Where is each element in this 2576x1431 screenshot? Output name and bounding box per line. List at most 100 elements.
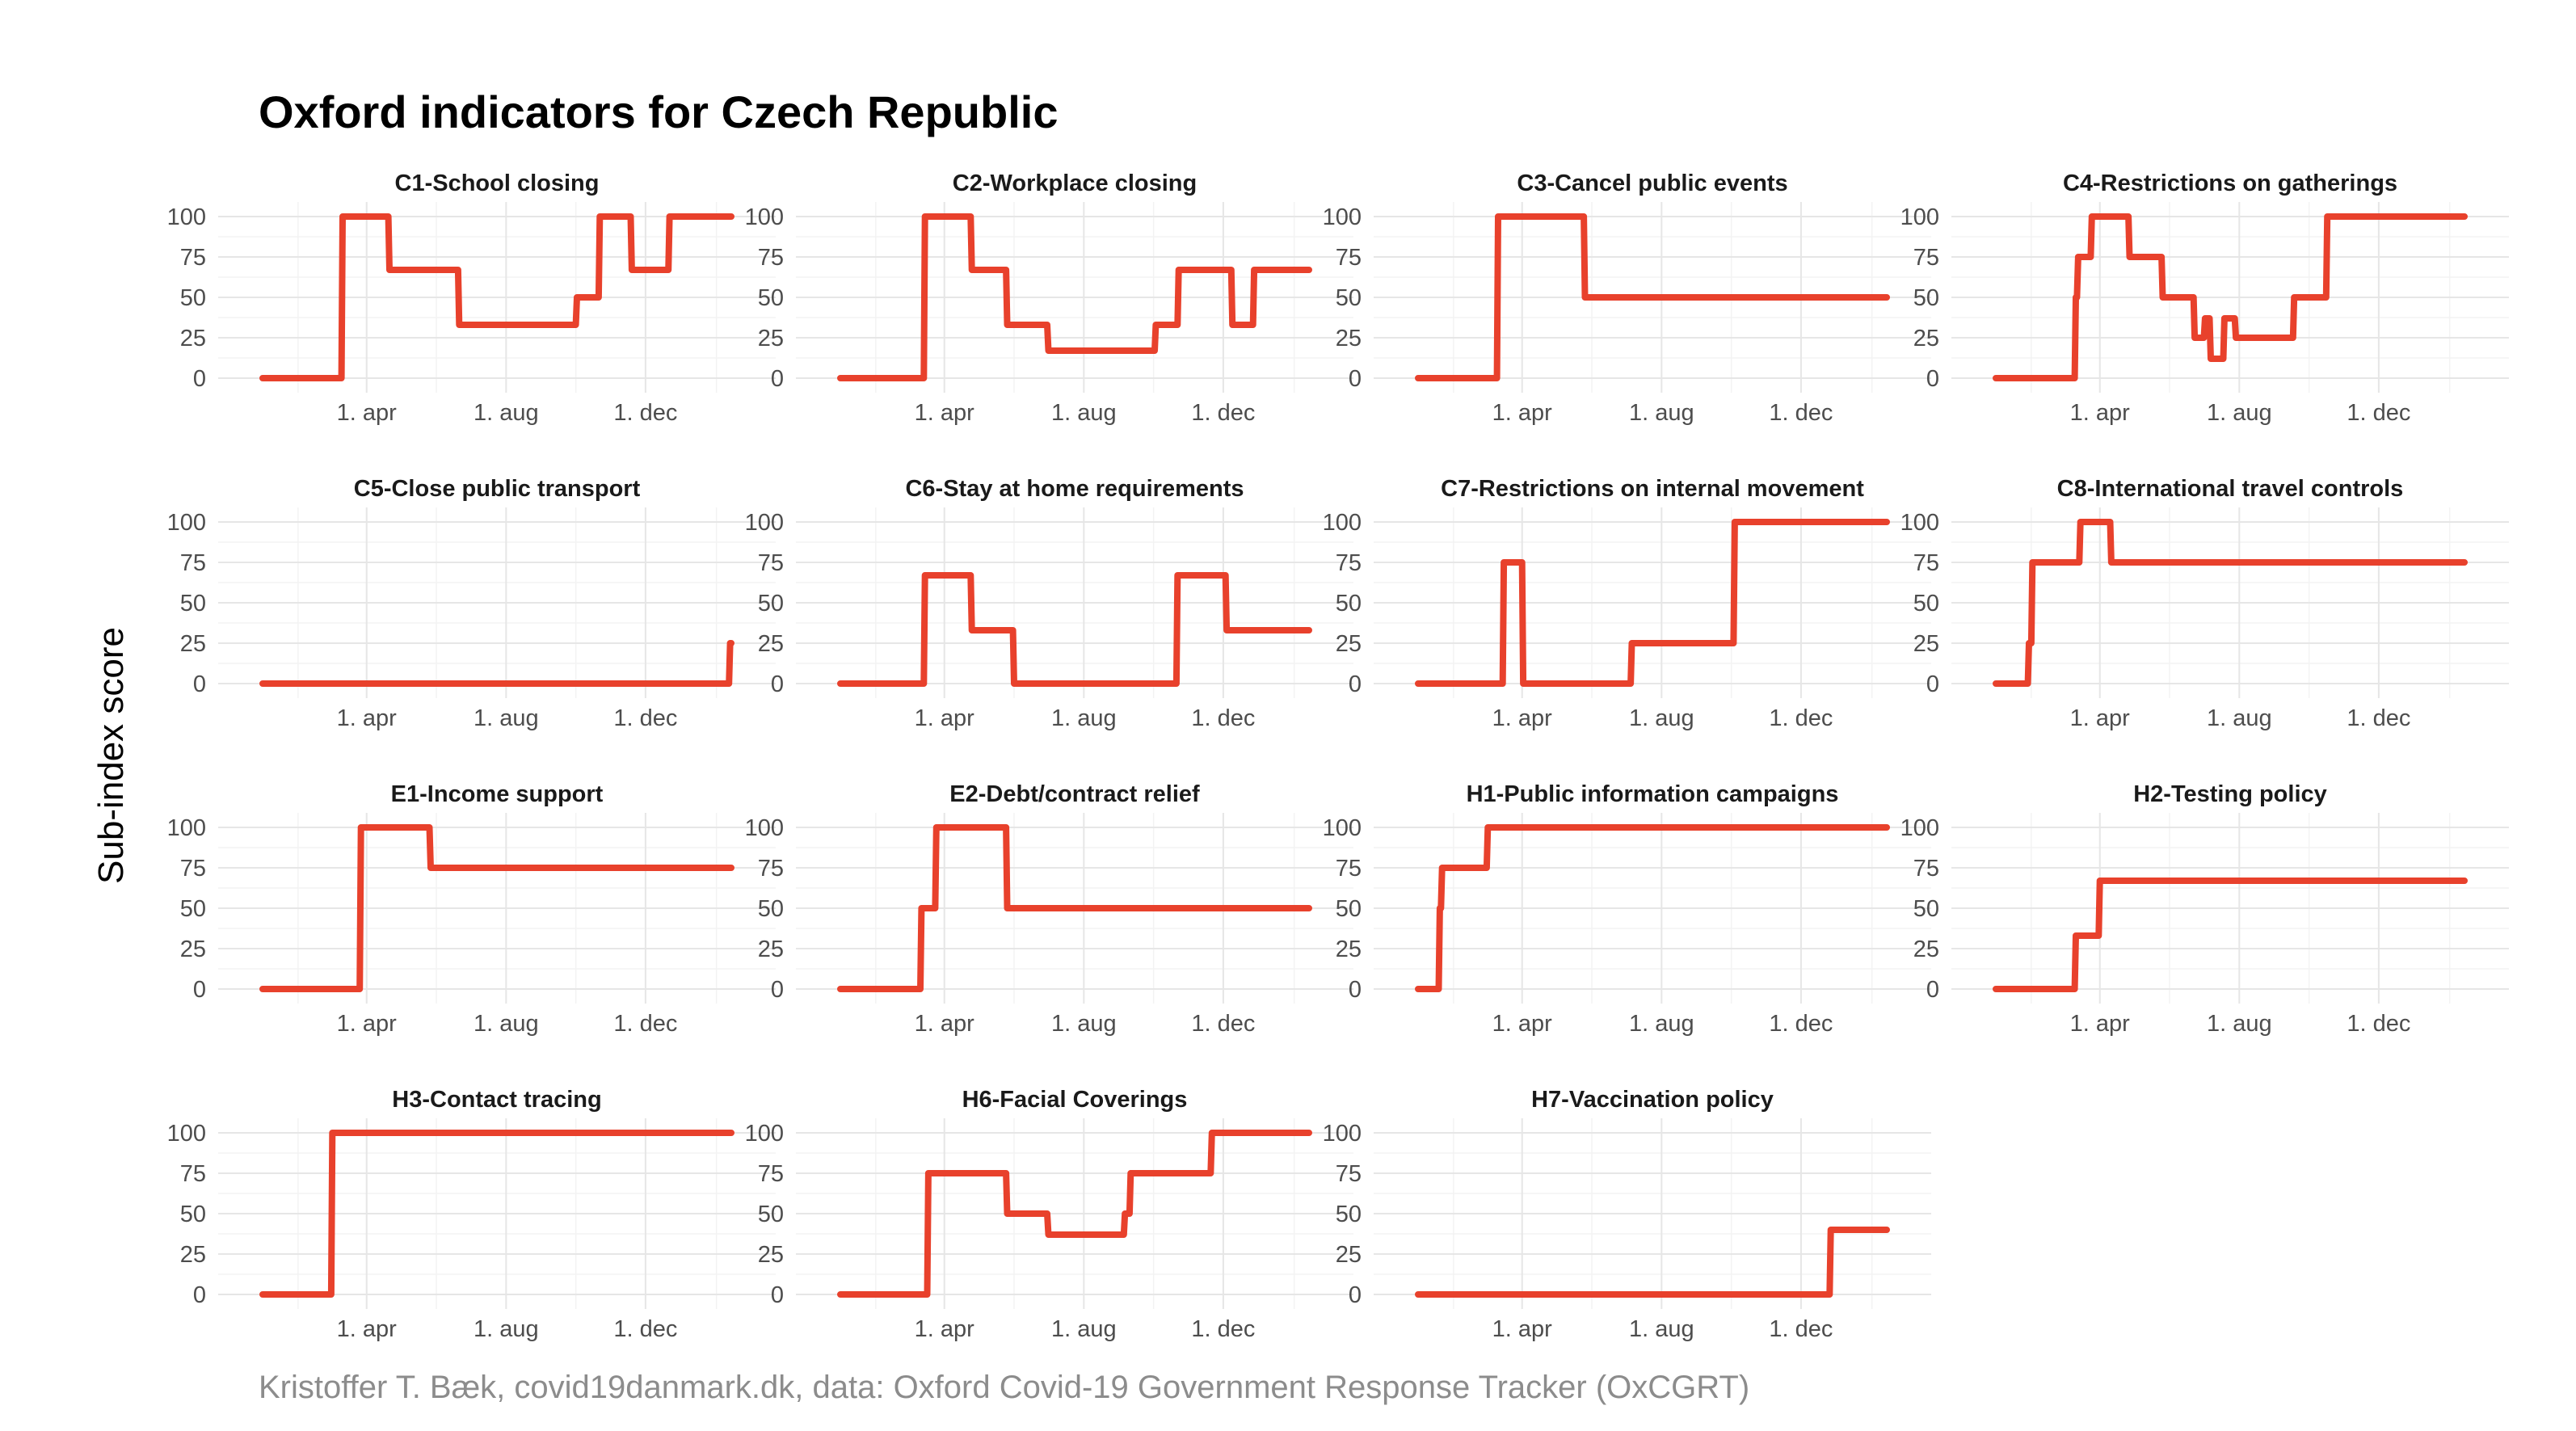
y-tick-label: 0 bbox=[771, 977, 784, 1003]
y-tick-label: 100 bbox=[167, 204, 206, 230]
x-tick-label: 1. apr bbox=[1492, 1011, 1552, 1037]
y-tick-label: 100 bbox=[745, 1121, 784, 1147]
facet-title: H6-Facial Coverings bbox=[962, 1087, 1188, 1113]
series-line bbox=[259, 1130, 734, 1298]
y-tick-label: 0 bbox=[1926, 366, 1939, 392]
x-tick-label: 1. aug bbox=[1629, 1316, 1694, 1342]
y-tick-label: 100 bbox=[1323, 815, 1362, 841]
facet-panel: 0 25 50 75 100 1. apr 1. dec 1. aug C5-Close pub… bbox=[167, 476, 776, 731]
series-line bbox=[1415, 213, 1890, 381]
y-tick-label: 50 bbox=[1336, 591, 1362, 617]
x-tick-label: 1. dec bbox=[1769, 1316, 1833, 1342]
y-tick-label: 75 bbox=[180, 245, 206, 271]
y-tick-label: 0 bbox=[771, 1282, 784, 1308]
facet-panel: 0 25 50 75 100 1. apr 1. aug 1. dec C2-Workplace… bbox=[745, 170, 1353, 426]
x-tick-label: 1. aug bbox=[2207, 1011, 2272, 1037]
y-tick-label: 0 bbox=[1349, 671, 1362, 697]
y-tick-label: 75 bbox=[758, 1161, 784, 1187]
facet-panel: 0 25 50 75 100 1. apr 1. aug 1. dec E1-Income su… bbox=[167, 781, 776, 1037]
facet-panel: 0 25 50 75 100 1. apr 1. aug 1. dec C1-School cl… bbox=[167, 170, 776, 426]
y-tick-label: 100 bbox=[167, 1121, 206, 1147]
y-tick-label: 0 bbox=[1926, 671, 1939, 697]
y-tick-label: 25 bbox=[180, 326, 206, 351]
facet-panel: 0 25 50 75 100 1. apr 1. aug 1. dec H3-Contact t… bbox=[167, 1087, 776, 1342]
series-line bbox=[1415, 519, 1890, 687]
y-tick-label: 75 bbox=[1336, 550, 1362, 576]
x-tick-label: 1. aug bbox=[1629, 705, 1694, 731]
y-tick-label: 0 bbox=[771, 366, 784, 392]
y-tick-label: 100 bbox=[167, 815, 206, 841]
y-tick-label: 75 bbox=[758, 245, 784, 271]
facet-panel: 0 25 50 75 100 1. apr 1. aug 1. dec C4-Restricti… bbox=[1900, 170, 2509, 426]
series-line bbox=[837, 1130, 1312, 1298]
y-tick-label: 25 bbox=[180, 631, 206, 657]
x-tick-label: 1. aug bbox=[474, 705, 539, 731]
y-tick-label: 25 bbox=[1336, 326, 1362, 351]
y-tick-label: 25 bbox=[1913, 326, 1939, 351]
x-tick-label: 1. aug bbox=[474, 1011, 539, 1037]
y-tick-label: 50 bbox=[758, 591, 784, 617]
facet-panel: 0 25 50 75 100 1. apr 1. aug 1. dec C6-Stay at h… bbox=[745, 476, 1353, 731]
y-tick-label: 0 bbox=[193, 671, 206, 697]
x-tick-label: 1. aug bbox=[2207, 705, 2272, 731]
x-tick-label: 1. aug bbox=[1051, 400, 1117, 426]
x-tick-label: 1. dec bbox=[1191, 400, 1255, 426]
facet-panel: 0 25 50 75 100 1. apr 1. aug 1. dec H6-Facial Co… bbox=[745, 1087, 1353, 1342]
y-tick-label: 50 bbox=[180, 285, 206, 311]
y-tick-label: 75 bbox=[180, 550, 206, 576]
x-tick-label: 1. aug bbox=[474, 400, 539, 426]
x-tick-label: 1. dec bbox=[613, 705, 677, 731]
y-tick-label: 75 bbox=[1913, 245, 1939, 271]
x-tick-label: 1. apr bbox=[337, 1011, 397, 1037]
x-tick-label: 1. dec bbox=[1191, 705, 1255, 731]
y-tick-label: 0 bbox=[1349, 977, 1362, 1003]
y-tick-label: 0 bbox=[193, 977, 206, 1003]
facet-title: C1-School closing bbox=[395, 170, 600, 196]
facet-title: C5-Close public transport bbox=[354, 476, 641, 502]
series-line bbox=[259, 640, 734, 687]
y-tick-label: 75 bbox=[1336, 245, 1362, 271]
y-tick-label: 50 bbox=[758, 1202, 784, 1227]
y-tick-label: 0 bbox=[193, 366, 206, 392]
chart-title: Oxford indicators for Czech Republic bbox=[259, 86, 1058, 137]
y-tick-label: 100 bbox=[167, 510, 206, 536]
series-line bbox=[1415, 1227, 1890, 1298]
x-tick-label: 1. aug bbox=[474, 1316, 539, 1342]
y-tick-label: 25 bbox=[180, 1242, 206, 1268]
series-line bbox=[837, 213, 1312, 381]
y-tick-label: 75 bbox=[1913, 856, 1939, 882]
y-tick-label: 25 bbox=[1336, 631, 1362, 657]
y-tick-label: 75 bbox=[180, 1161, 206, 1187]
facet-title: H7-Vaccination policy bbox=[1531, 1087, 1774, 1113]
facet-title: H1-Public information campaigns bbox=[1467, 781, 1839, 807]
y-tick-label: 50 bbox=[180, 1202, 206, 1227]
y-tick-label: 50 bbox=[758, 896, 784, 922]
x-tick-label: 1. dec bbox=[2347, 1011, 2410, 1037]
x-tick-label: 1. apr bbox=[337, 705, 397, 731]
y-tick-label: 50 bbox=[758, 285, 784, 311]
facet-title: E2-Debt/contract relief bbox=[949, 781, 1200, 807]
chart-caption: Kristoffer T. Bæk, covid19danmark.dk, da… bbox=[259, 1370, 1749, 1405]
y-tick-label: 25 bbox=[758, 1242, 784, 1268]
y-tick-label: 50 bbox=[1336, 285, 1362, 311]
y-tick-label: 100 bbox=[745, 815, 784, 841]
x-tick-label: 1. apr bbox=[915, 1011, 974, 1037]
x-tick-label: 1. dec bbox=[1191, 1011, 1255, 1037]
y-tick-label: 50 bbox=[180, 896, 206, 922]
y-tick-label: 100 bbox=[745, 510, 784, 536]
y-tick-label: 50 bbox=[1913, 285, 1939, 311]
x-tick-label: 1. apr bbox=[1492, 1316, 1552, 1342]
facet-panel: 0 25 50 75 100 1. apr 1. aug 1. dec C3-Cancel pu… bbox=[1323, 170, 1931, 426]
series-line bbox=[837, 572, 1312, 687]
y-tick-label: 100 bbox=[1900, 815, 1939, 841]
y-tick-label: 75 bbox=[758, 550, 784, 576]
x-tick-label: 1. dec bbox=[613, 400, 677, 426]
series-line bbox=[837, 824, 1312, 992]
y-tick-label: 75 bbox=[1913, 550, 1939, 576]
x-tick-label: 1. dec bbox=[613, 1011, 677, 1037]
x-tick-label: 1. aug bbox=[1629, 1011, 1694, 1037]
y-tick-label: 25 bbox=[1336, 936, 1362, 962]
x-tick-label: 1. dec bbox=[1769, 1011, 1833, 1037]
y-tick-label: 0 bbox=[1926, 977, 1939, 1003]
